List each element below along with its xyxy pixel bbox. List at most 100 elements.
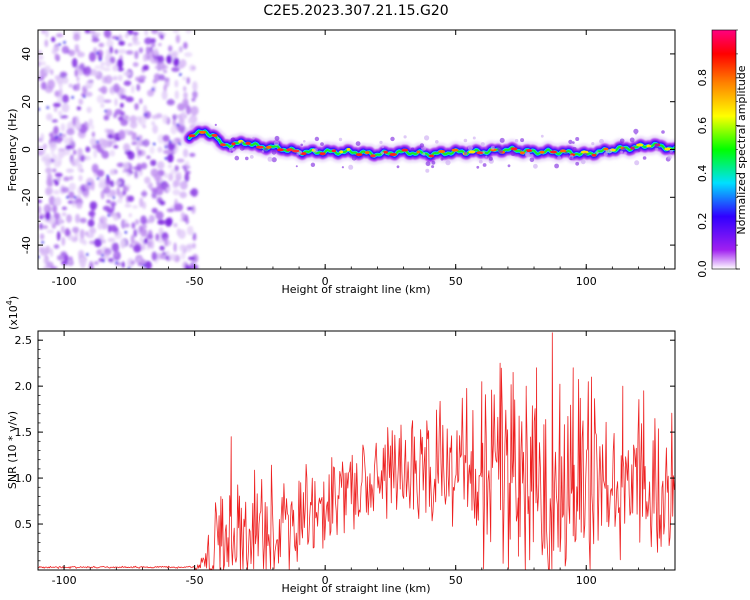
noise-speckle bbox=[89, 137, 97, 146]
noise-speckle bbox=[140, 162, 148, 170]
noise-speckle bbox=[120, 239, 126, 249]
noise-speckle bbox=[54, 106, 58, 113]
ridge-hotspot bbox=[476, 151, 484, 155]
noise-speckle bbox=[65, 144, 72, 150]
ridge-speckle bbox=[472, 136, 476, 140]
ridge-speckle bbox=[661, 130, 665, 134]
spectrogram-x-axis-label: Height of straight line (km) bbox=[281, 283, 430, 296]
noise-speckle bbox=[42, 225, 48, 229]
ridge-hotspot bbox=[331, 149, 336, 153]
noise-speckle bbox=[134, 103, 139, 111]
noise-speckle bbox=[38, 76, 45, 81]
noise-speckle bbox=[120, 94, 127, 100]
ridge-hotspot bbox=[389, 153, 398, 156]
noise-speckle bbox=[123, 71, 132, 76]
noise-speckle bbox=[184, 172, 190, 183]
noise-speckle bbox=[60, 123, 66, 132]
noise-speckle bbox=[51, 119, 58, 123]
ridge-hotspot bbox=[416, 150, 421, 154]
noise-speckle bbox=[76, 82, 80, 91]
noise-speckle bbox=[109, 149, 116, 157]
noise-speckle bbox=[134, 219, 140, 225]
noise-speckle bbox=[147, 184, 152, 188]
noise-speckle bbox=[116, 37, 119, 40]
noise-speckle bbox=[66, 168, 74, 173]
noise-speckle bbox=[85, 253, 89, 256]
noise-speckle bbox=[181, 110, 186, 120]
ridge-hotspot bbox=[364, 151, 370, 155]
ridge-hotspot bbox=[220, 143, 226, 147]
noise-speckle bbox=[144, 113, 148, 116]
spectrogram-frame bbox=[37, 29, 676, 270]
noise-speckle bbox=[157, 61, 166, 71]
noise-speckle bbox=[166, 187, 171, 192]
ridge-speckle bbox=[568, 139, 573, 144]
noise-speckle bbox=[68, 182, 76, 191]
noise-speckle bbox=[151, 114, 160, 120]
ridge-speckle bbox=[581, 159, 586, 165]
noise-speckle bbox=[155, 211, 164, 220]
x-tick-label: 0 bbox=[322, 574, 329, 587]
noise-speckle bbox=[174, 90, 179, 100]
noise-speckle bbox=[151, 121, 155, 126]
noise-speckle bbox=[142, 224, 147, 229]
noise-speckle bbox=[188, 64, 196, 72]
noise-speckle bbox=[192, 232, 197, 241]
noise-speckle bbox=[105, 60, 112, 67]
ridge-hotspot bbox=[664, 147, 671, 151]
noise-speckle bbox=[175, 34, 181, 44]
noise-speckle bbox=[157, 219, 165, 225]
noise-speckle bbox=[189, 152, 196, 157]
noise-speckle bbox=[129, 243, 134, 248]
noise-speckle bbox=[86, 233, 95, 239]
noise-speckle bbox=[85, 80, 94, 88]
noise-speckle bbox=[44, 153, 51, 162]
noise-speckle bbox=[120, 102, 124, 108]
noise-speckle bbox=[131, 85, 135, 94]
noise-speckle bbox=[142, 189, 147, 199]
noise-speckle bbox=[184, 160, 190, 169]
noise-speckle bbox=[139, 197, 144, 208]
noise-speckle bbox=[109, 87, 113, 94]
noise-speckle bbox=[112, 64, 118, 72]
noise-speckle bbox=[190, 105, 199, 116]
ridge-hotspot bbox=[550, 150, 557, 154]
noise-speckle bbox=[103, 30, 111, 38]
ridge-speckle bbox=[267, 156, 273, 162]
noise-speckle bbox=[106, 174, 110, 178]
noise-speckle bbox=[128, 170, 134, 175]
noise-speckle bbox=[129, 115, 137, 123]
ridge-hotspot bbox=[188, 134, 196, 138]
noise-speckle bbox=[49, 248, 54, 257]
ridge-hotspot bbox=[198, 130, 207, 134]
y-tick-label: 1.0 bbox=[15, 472, 33, 485]
noise-speckle bbox=[143, 238, 148, 245]
noise-speckle bbox=[100, 222, 109, 230]
noise-speckle bbox=[90, 204, 96, 212]
ridge-speckle bbox=[341, 166, 344, 169]
noise-speckle bbox=[48, 132, 54, 137]
noise-speckle bbox=[68, 83, 73, 88]
ridge-speckle bbox=[295, 165, 298, 168]
x-tick-label: -50 bbox=[186, 275, 204, 288]
noise-speckle bbox=[53, 244, 60, 249]
noise-speckle bbox=[104, 109, 107, 113]
x-tick-label: -50 bbox=[186, 574, 204, 587]
noise-speckle bbox=[178, 229, 186, 239]
noise-speckle bbox=[139, 98, 143, 105]
noise-speckle bbox=[64, 229, 71, 237]
colorbar-tick-label: 0.4 bbox=[696, 165, 709, 183]
noise-speckle bbox=[127, 266, 131, 269]
noise-speckle bbox=[164, 218, 173, 227]
noise-speckle bbox=[43, 256, 48, 265]
noise-speckle bbox=[52, 46, 60, 52]
ridge-speckle bbox=[261, 150, 265, 153]
ridge-speckle bbox=[445, 160, 451, 166]
noise-speckle bbox=[171, 67, 180, 72]
noise-speckle bbox=[53, 212, 61, 219]
ridge-hotspot bbox=[211, 133, 218, 137]
noise-speckle bbox=[177, 171, 182, 177]
ridge-speckle bbox=[557, 155, 561, 160]
noise-speckle bbox=[118, 129, 126, 139]
ridge-speckle bbox=[313, 148, 318, 153]
